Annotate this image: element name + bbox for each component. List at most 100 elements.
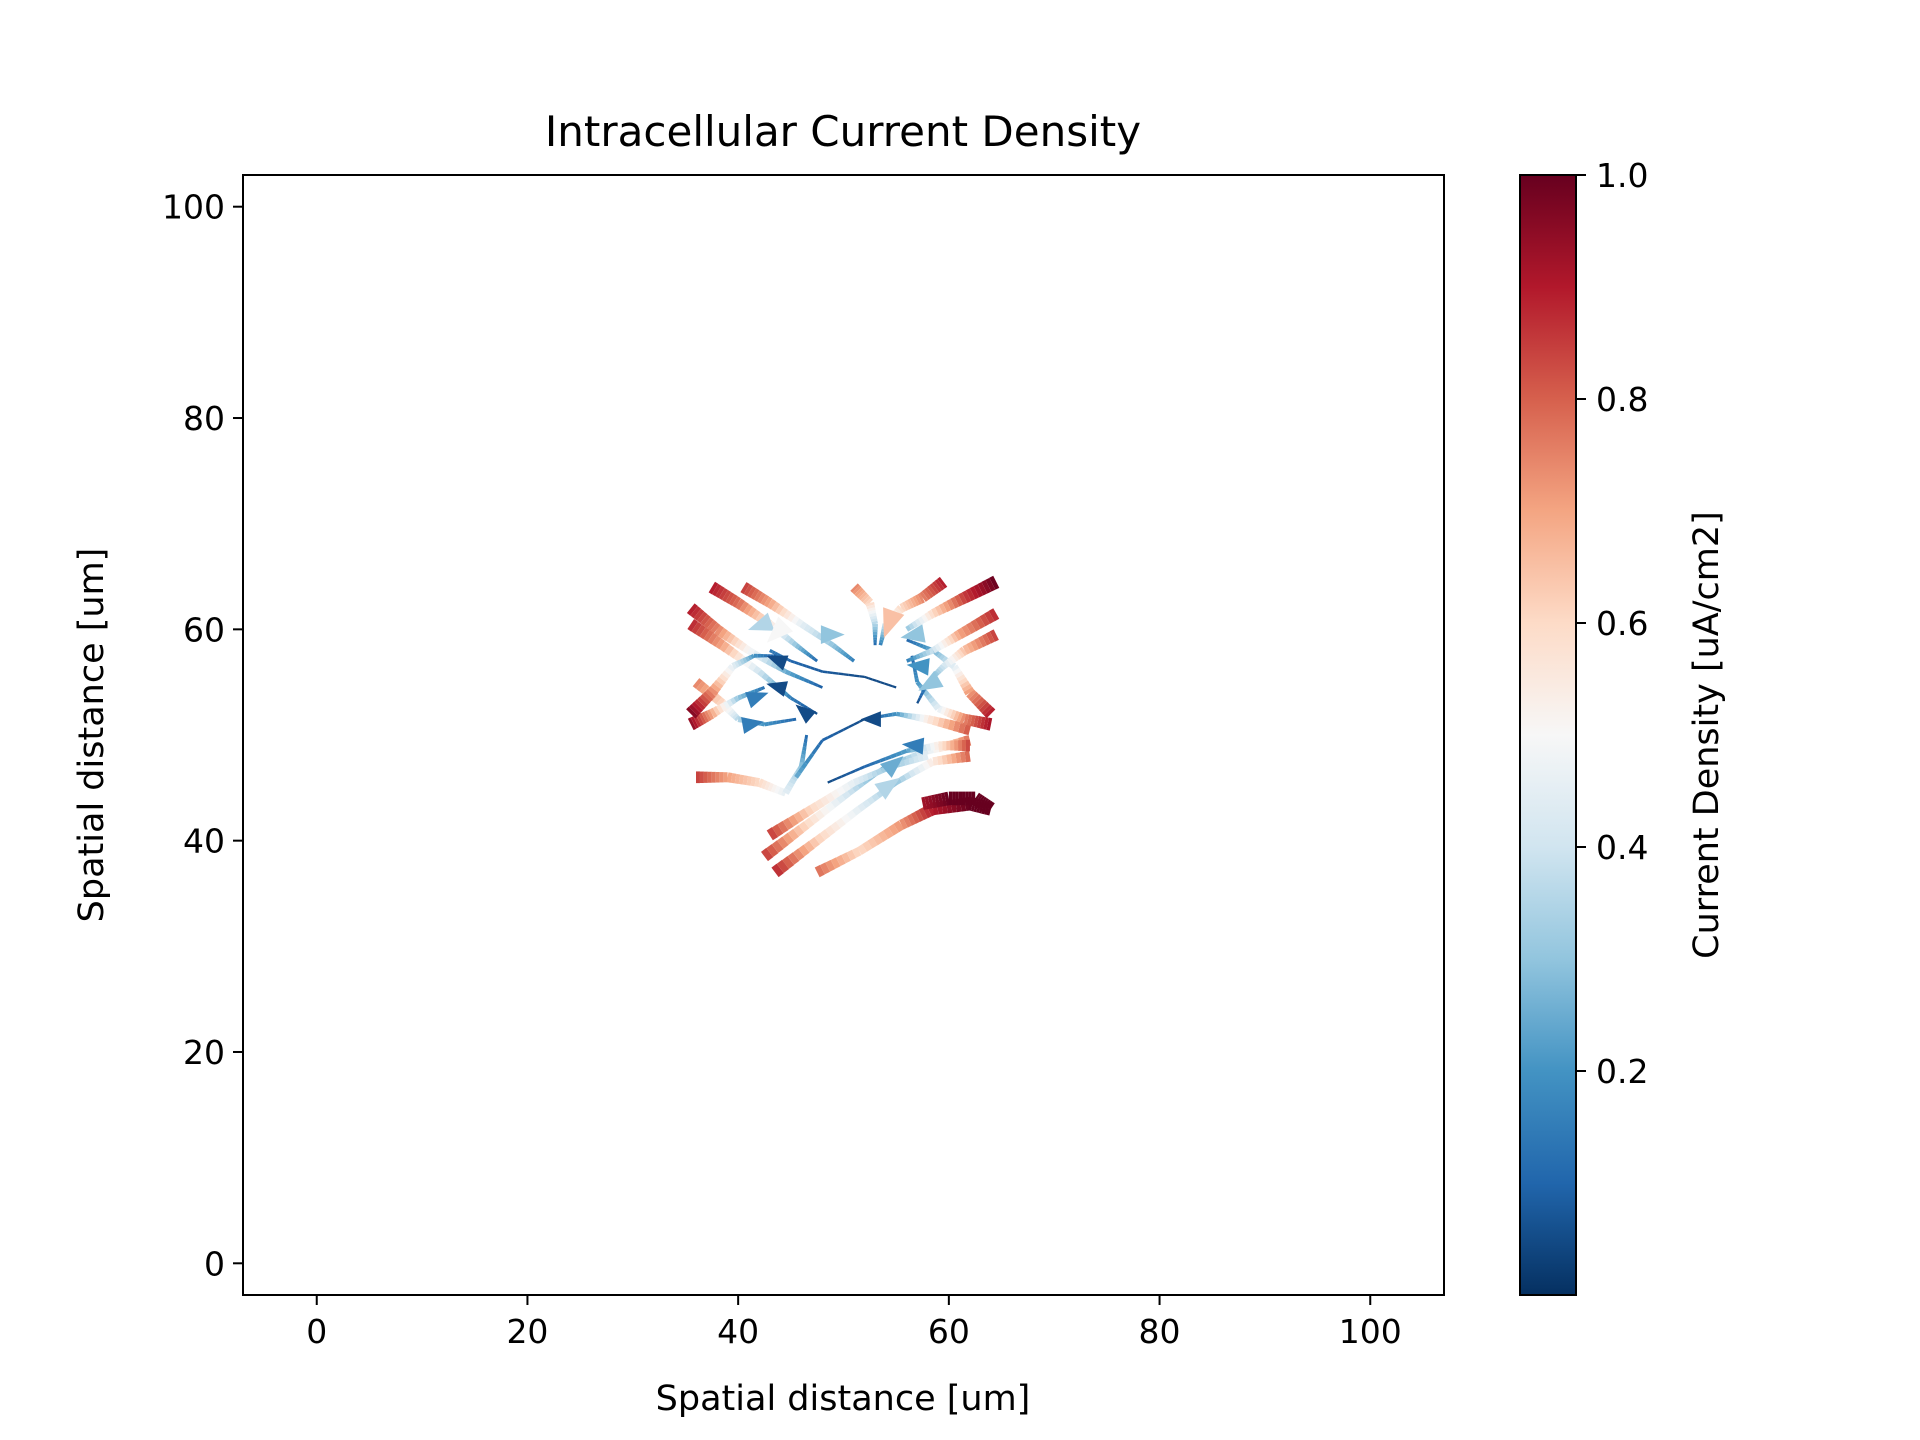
streamline-segment (912, 655, 918, 661)
streamline-segment (922, 644, 928, 650)
streamline-segment (803, 840, 815, 853)
colorbar-tick-label: 0.4 (1596, 828, 1648, 867)
streamline-segment (712, 706, 721, 716)
streamline-segment (765, 676, 773, 684)
streamline-segment (921, 589, 932, 601)
streamline-segment (954, 670, 964, 679)
streamline-segment (925, 649, 931, 656)
streamline (906, 608, 1000, 663)
streamline-segment (940, 639, 949, 648)
streamline-segment (976, 716, 983, 729)
streamline-segment (797, 645, 803, 652)
streamline-segment (844, 653, 850, 659)
streamline-segment (712, 694, 722, 705)
streamline-segment (867, 607, 876, 612)
streamline-segment (792, 848, 805, 861)
streamline-segment (973, 794, 983, 807)
streamline-segment (841, 782, 851, 793)
streamline-segment (874, 759, 881, 765)
streamline-segment (913, 755, 920, 764)
y-tick-label: 100 (162, 188, 225, 227)
streamline-segment (835, 817, 846, 828)
streamline-segment (931, 716, 940, 727)
streamline-segment (921, 689, 926, 694)
streamline-segment (915, 713, 921, 722)
streamline-segment (776, 653, 781, 658)
streamline-segment (793, 673, 801, 680)
streamline-segment (728, 594, 738, 606)
streamline-segment (772, 720, 777, 725)
streamline-segment (936, 652, 943, 659)
streamline-segment (859, 675, 865, 678)
streamline-segment (899, 712, 905, 718)
streamline-segment (922, 650, 928, 657)
streamline-segment (734, 773, 741, 784)
streamline-segment (742, 775, 749, 786)
stream-arrow (766, 616, 794, 643)
streamline-segment (798, 844, 810, 857)
streamline-segment (966, 642, 975, 653)
x-tick-label: 40 (717, 1312, 759, 1351)
streamline-segment (862, 840, 873, 852)
streamline-segment (932, 581, 942, 593)
streamline-segment (929, 583, 940, 595)
y-tick-label: 40 (183, 822, 225, 861)
streamline-segment (978, 635, 987, 648)
streamline-segment (780, 788, 787, 797)
streamline-segment (716, 697, 726, 707)
streamline-segment (917, 754, 925, 762)
streamline-segment (814, 667, 819, 672)
streamline-segment (856, 589, 866, 599)
stream-arrow (906, 658, 930, 676)
streamline-segment (795, 618, 804, 628)
streamline-segment (703, 617, 714, 629)
streamline-segment (731, 712, 739, 720)
streamline-segment (985, 631, 995, 644)
streamline-segment (817, 684, 823, 689)
streamline-segment (853, 674, 860, 678)
streamline-segment (779, 666, 787, 674)
streamline-segment (850, 657, 856, 663)
streamline-segment (871, 793, 880, 802)
streamline-segment (820, 795, 830, 806)
streamlines (686, 575, 1000, 878)
streamline-segment (959, 713, 967, 724)
streamline-segment (834, 645, 840, 652)
streamline-segment (803, 623, 812, 633)
streamline-segment (934, 793, 941, 808)
streamline-segment (951, 664, 960, 672)
streamline-segment (940, 792, 947, 807)
streamline-segment (937, 717, 945, 728)
streamline-segment (811, 629, 819, 638)
streamline-segment (787, 612, 796, 623)
streamline-segment (747, 655, 753, 661)
streamline-segment (903, 771, 912, 780)
streamline-segment (933, 741, 939, 751)
streamline-segment (820, 805, 831, 817)
streamline-segment (940, 706, 947, 715)
streamline-segment (724, 644, 735, 656)
streamline-segment (985, 577, 996, 592)
streamline-segment (977, 582, 988, 596)
streamline-segment (939, 664, 946, 671)
streamline-segment (926, 757, 936, 768)
stream-arrow (874, 777, 900, 800)
streamline-segment (836, 775, 842, 780)
streamline-segment (784, 669, 792, 676)
streamline-segment (917, 592, 925, 604)
streamline-segment (723, 700, 731, 710)
streamline-segment (694, 699, 706, 711)
streamline-segment (922, 805, 932, 819)
streamline-segment (845, 771, 852, 776)
streamline-segment (903, 712, 909, 719)
streamline-segment (798, 821, 810, 833)
streamline-segment (946, 598, 956, 611)
streamline-segment (912, 595, 920, 607)
streamline-segment (872, 678, 877, 682)
streamline-segment (908, 622, 915, 630)
streamline-segment (711, 635, 722, 647)
streamline-segment (954, 594, 964, 607)
streamline-segment (904, 600, 912, 610)
streamline (686, 653, 781, 719)
streamline-segment (707, 632, 718, 645)
